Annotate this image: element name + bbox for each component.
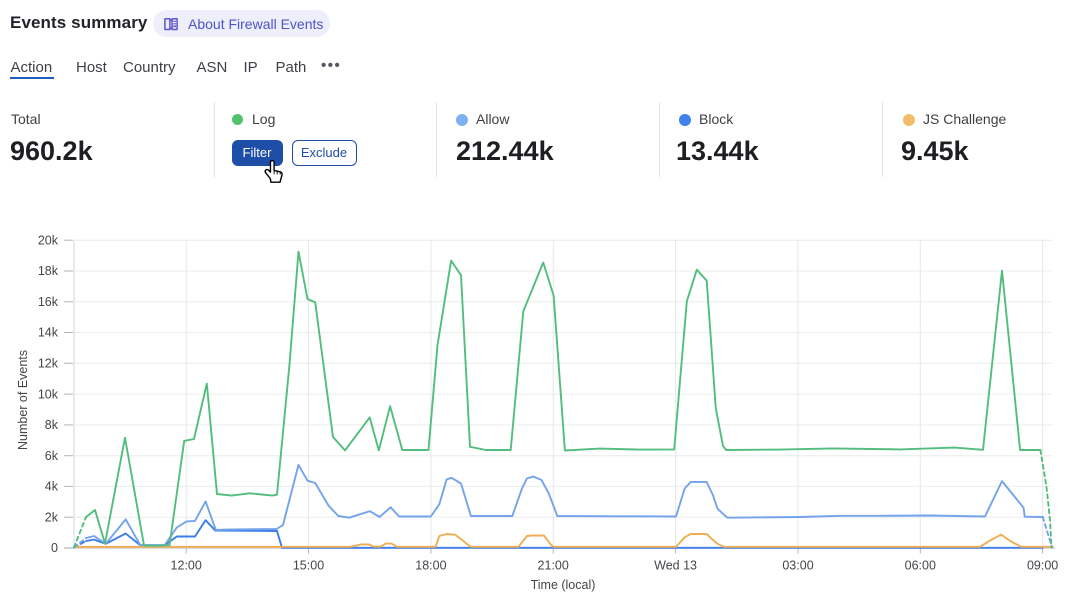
svg-text:21:00: 21:00 <box>538 559 569 573</box>
svg-text:18k: 18k <box>38 264 59 278</box>
svg-text:Wed 13: Wed 13 <box>654 559 697 573</box>
svg-text:18:00: 18:00 <box>415 559 446 573</box>
svg-text:20k: 20k <box>38 233 59 247</box>
svg-text:14k: 14k <box>38 326 59 340</box>
svg-text:15:00: 15:00 <box>293 559 324 573</box>
svg-text:6k: 6k <box>45 449 59 463</box>
svg-text:03:00: 03:00 <box>782 559 813 573</box>
svg-text:12:00: 12:00 <box>171 559 202 573</box>
svg-text:16k: 16k <box>38 295 59 309</box>
svg-text:Time (local): Time (local) <box>531 578 596 592</box>
svg-text:06:00: 06:00 <box>905 559 936 573</box>
svg-text:Number of Events: Number of Events <box>16 350 30 450</box>
svg-text:4k: 4k <box>45 480 59 494</box>
svg-text:09:00: 09:00 <box>1027 559 1058 573</box>
svg-text:10k: 10k <box>38 387 59 401</box>
svg-text:8k: 8k <box>45 418 59 432</box>
svg-text:2k: 2k <box>45 510 59 524</box>
svg-text:0: 0 <box>51 541 58 555</box>
svg-text:12k: 12k <box>38 357 59 371</box>
